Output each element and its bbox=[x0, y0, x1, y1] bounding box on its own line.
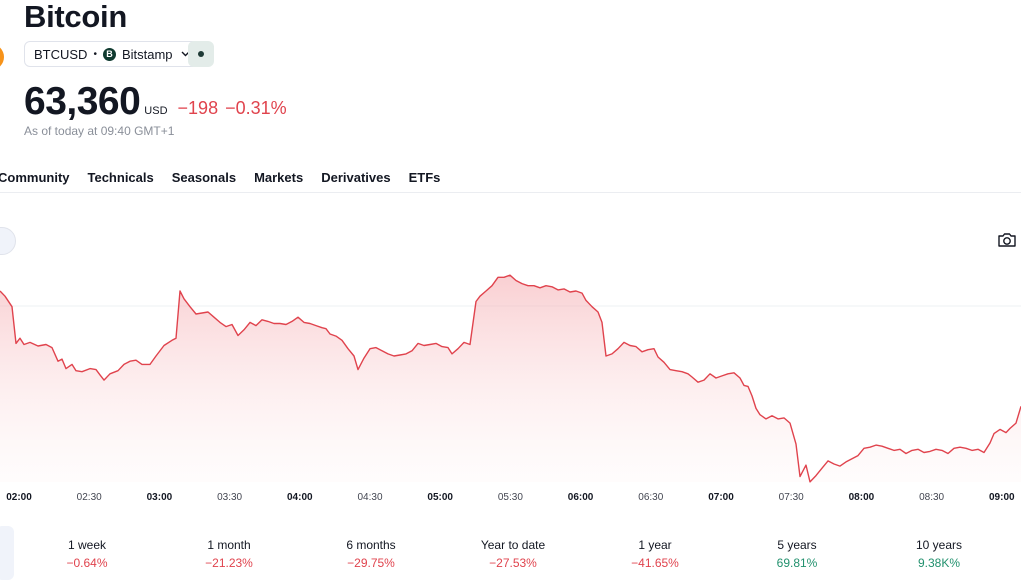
page-title: Bitcoin bbox=[24, 0, 127, 34]
perf-label: 10 years bbox=[915, 538, 963, 552]
perf-value: 9.38K% bbox=[917, 556, 961, 570]
section-tabs: Community Technicals Seasonals Markets D… bbox=[0, 170, 440, 185]
perf-item-1-week[interactable]: 1 week −0.64% bbox=[17, 538, 157, 570]
tab-derivatives[interactable]: Derivatives bbox=[321, 170, 391, 185]
perf-value: −21.23% bbox=[205, 556, 253, 570]
price-change-absolute: −198 bbox=[177, 98, 219, 118]
x-tick-label: 05:00 bbox=[427, 492, 453, 503]
perf-value: −0.64% bbox=[66, 556, 108, 570]
perf-scroll-left[interactable] bbox=[0, 526, 14, 580]
perf-label: 5 years bbox=[777, 538, 817, 552]
x-tick-label: 02:00 bbox=[6, 492, 32, 503]
x-tick-label: 02:30 bbox=[77, 492, 102, 503]
perf-item-1-month[interactable]: 1 month −21.23% bbox=[159, 538, 299, 570]
tab-technicals[interactable]: Technicals bbox=[87, 170, 154, 185]
perf-value: −41.65% bbox=[631, 556, 679, 570]
tabs-divider bbox=[0, 192, 1021, 193]
price-chart[interactable]: 02:00 02:30 03:00 03:30 04:00 04:30 05:00 05:30… bbox=[0, 260, 1021, 510]
last-price: 63,360 bbox=[24, 80, 141, 123]
price-currency: USD bbox=[144, 105, 168, 117]
perf-label: 1 month bbox=[207, 538, 251, 552]
price-change-percent: −0.31% bbox=[225, 98, 287, 118]
exchange-label: Bitstamp bbox=[121, 46, 173, 62]
perf-item-10-years[interactable]: 10 years 9.38K% bbox=[869, 538, 1009, 570]
tab-markets[interactable]: Markets bbox=[254, 170, 304, 185]
x-tick-label: 08:00 bbox=[849, 492, 875, 503]
separator-dot: • bbox=[93, 48, 97, 60]
range-pill-button[interactable] bbox=[0, 227, 16, 255]
x-tick-label: 09:00 bbox=[989, 492, 1015, 503]
chevron-down-icon bbox=[181, 51, 190, 57]
x-tick-label: 06:30 bbox=[638, 492, 663, 503]
perf-value: −29.75% bbox=[347, 556, 395, 570]
x-tick-label: 04:00 bbox=[287, 492, 313, 503]
tab-community[interactable]: Community bbox=[0, 170, 70, 185]
status-dot-icon bbox=[198, 51, 204, 57]
x-tick-label: 07:00 bbox=[708, 492, 734, 503]
x-tick-label: 06:00 bbox=[568, 492, 594, 503]
price-timestamp: As of today at 09:40 GMT+1 bbox=[24, 124, 175, 138]
perf-item-year-to-date[interactable]: Year to date −27.53% bbox=[443, 538, 583, 570]
x-tick-label: 08:30 bbox=[919, 492, 944, 503]
price-area-fill bbox=[0, 275, 1021, 482]
symbol-label: BTCUSD bbox=[34, 46, 88, 62]
camera-icon[interactable] bbox=[996, 230, 1018, 250]
perf-item-1-year[interactable]: 1 year −41.65% bbox=[585, 538, 725, 570]
symbol-exchange-selector[interactable]: BTCUSD • B Bitstamp bbox=[24, 41, 200, 67]
perf-label: Year to date bbox=[480, 538, 546, 552]
price-series-line bbox=[0, 274, 1021, 483]
x-tick-label: 07:30 bbox=[779, 492, 804, 503]
x-tick-label: 04:30 bbox=[357, 492, 382, 503]
x-tick-label: 03:30 bbox=[217, 492, 242, 503]
x-axis-ticks: 02:00 02:30 03:00 03:30 04:00 04:30 05:00 05:30… bbox=[6, 492, 1015, 503]
x-tick-label: 05:30 bbox=[498, 492, 523, 503]
perf-value: −27.53% bbox=[489, 556, 537, 570]
exchange-logo-icon: B bbox=[102, 47, 116, 61]
price-row: 63,360 USD −198 −0.31% bbox=[24, 80, 294, 124]
perf-item-5-years[interactable]: 5 years 69.81% bbox=[727, 538, 867, 570]
bitcoin-logo bbox=[0, 44, 4, 70]
tab-etfs[interactable]: ETFs bbox=[408, 170, 441, 185]
perf-label: 1 year bbox=[638, 538, 672, 552]
perf-label: 6 months bbox=[346, 538, 396, 552]
performance-strip: 1 week −0.64% 1 month −21.23% 6 months −29.75… bbox=[17, 538, 1021, 578]
market-status-button[interactable] bbox=[188, 41, 214, 67]
tab-seasonals[interactable]: Seasonals bbox=[171, 170, 237, 185]
x-tick-label: 03:00 bbox=[147, 492, 173, 503]
perf-label: 1 week bbox=[67, 538, 107, 552]
perf-item-6-months[interactable]: 6 months −29.75% bbox=[301, 538, 441, 570]
perf-value: 69.81% bbox=[776, 556, 818, 570]
